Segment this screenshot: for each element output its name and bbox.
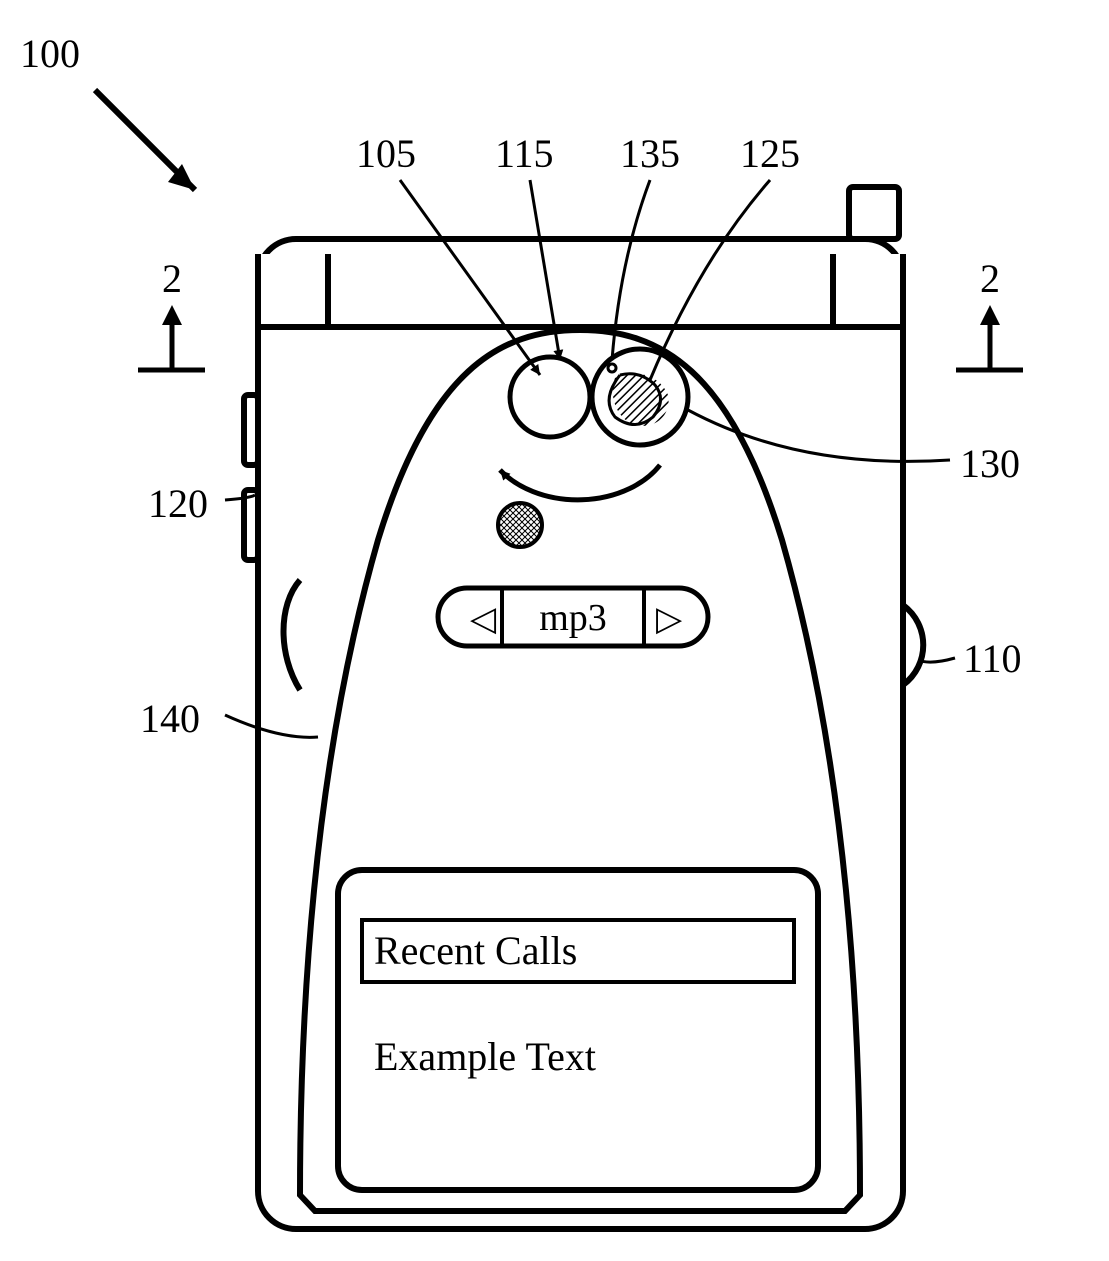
- ref-105: 105: [356, 130, 416, 177]
- section-mark-left: [138, 305, 205, 370]
- ref-120: 120: [148, 480, 208, 527]
- ref-110: 110: [963, 635, 1022, 682]
- screen-line1: Recent Calls: [374, 928, 577, 973]
- arrow-100: [95, 90, 195, 190]
- section-marker-right: 2: [980, 255, 1000, 302]
- section-mark-right: [956, 305, 1023, 370]
- side-curve-right: [903, 605, 923, 685]
- speaker-dot: [498, 503, 542, 547]
- next-icon: ▷: [656, 600, 683, 638]
- screen-line2: Example Text: [374, 1034, 596, 1079]
- prev-icon: ◁: [470, 600, 497, 638]
- section-marker-left: 2: [162, 255, 182, 302]
- media-label: mp3: [539, 597, 607, 639]
- ref-115: 115: [495, 130, 554, 177]
- media-control: ◁ mp3 ▷: [438, 588, 708, 646]
- ref-100: 100: [20, 30, 80, 77]
- lens-left: [510, 357, 590, 437]
- ref-125: 125: [740, 130, 800, 177]
- figure-svg: ◁ mp3 ▷ Recent Calls Example Text: [0, 0, 1109, 1261]
- patent-figure: 100 105 115 135 125 120 110 140 130 2 2: [0, 0, 1109, 1261]
- ref-140: 140: [140, 695, 200, 742]
- ref-135: 135: [620, 130, 680, 177]
- display-screen: Recent Calls Example Text: [338, 870, 818, 1190]
- ref-130: 130: [960, 440, 1020, 487]
